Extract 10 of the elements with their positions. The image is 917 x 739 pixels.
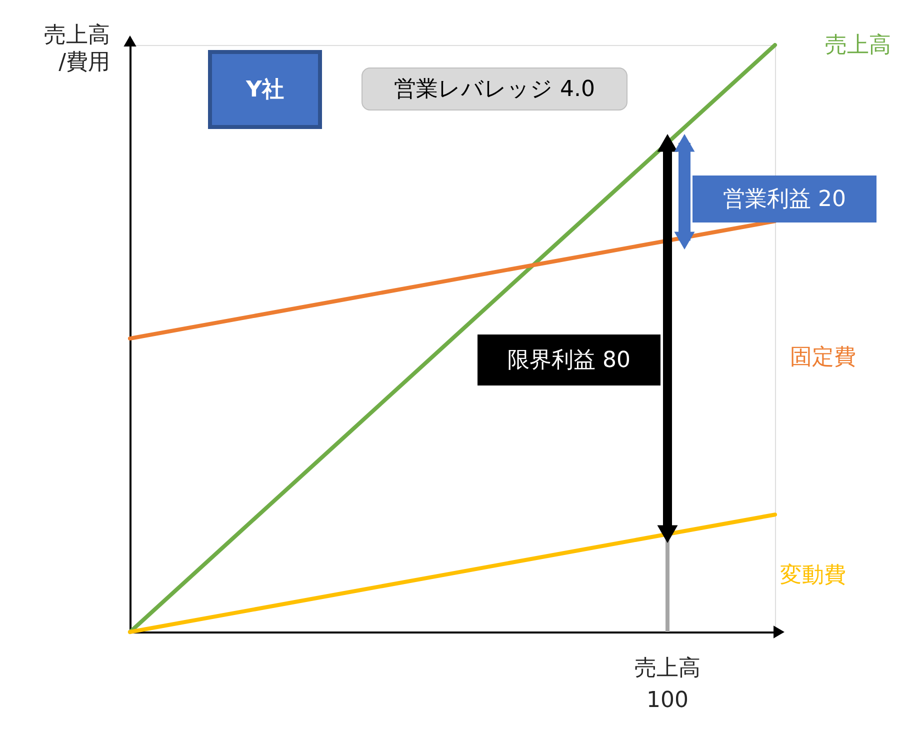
- annotation: 限界利益 80: [508, 348, 630, 373]
- annotation: Y社: [245, 78, 284, 102]
- text: 100: [646, 688, 688, 713]
- annotation: 営業レバレッジ 4.0: [394, 77, 595, 102]
- x-axis-title: 売上高: [634, 656, 700, 681]
- text: 固定費: [790, 345, 856, 370]
- text: 変動費: [780, 563, 846, 588]
- text: 売上高: [825, 33, 891, 58]
- annotation: 営業利益 20: [723, 187, 846, 212]
- y-axis-title: 売上高 /費用: [44, 23, 110, 75]
